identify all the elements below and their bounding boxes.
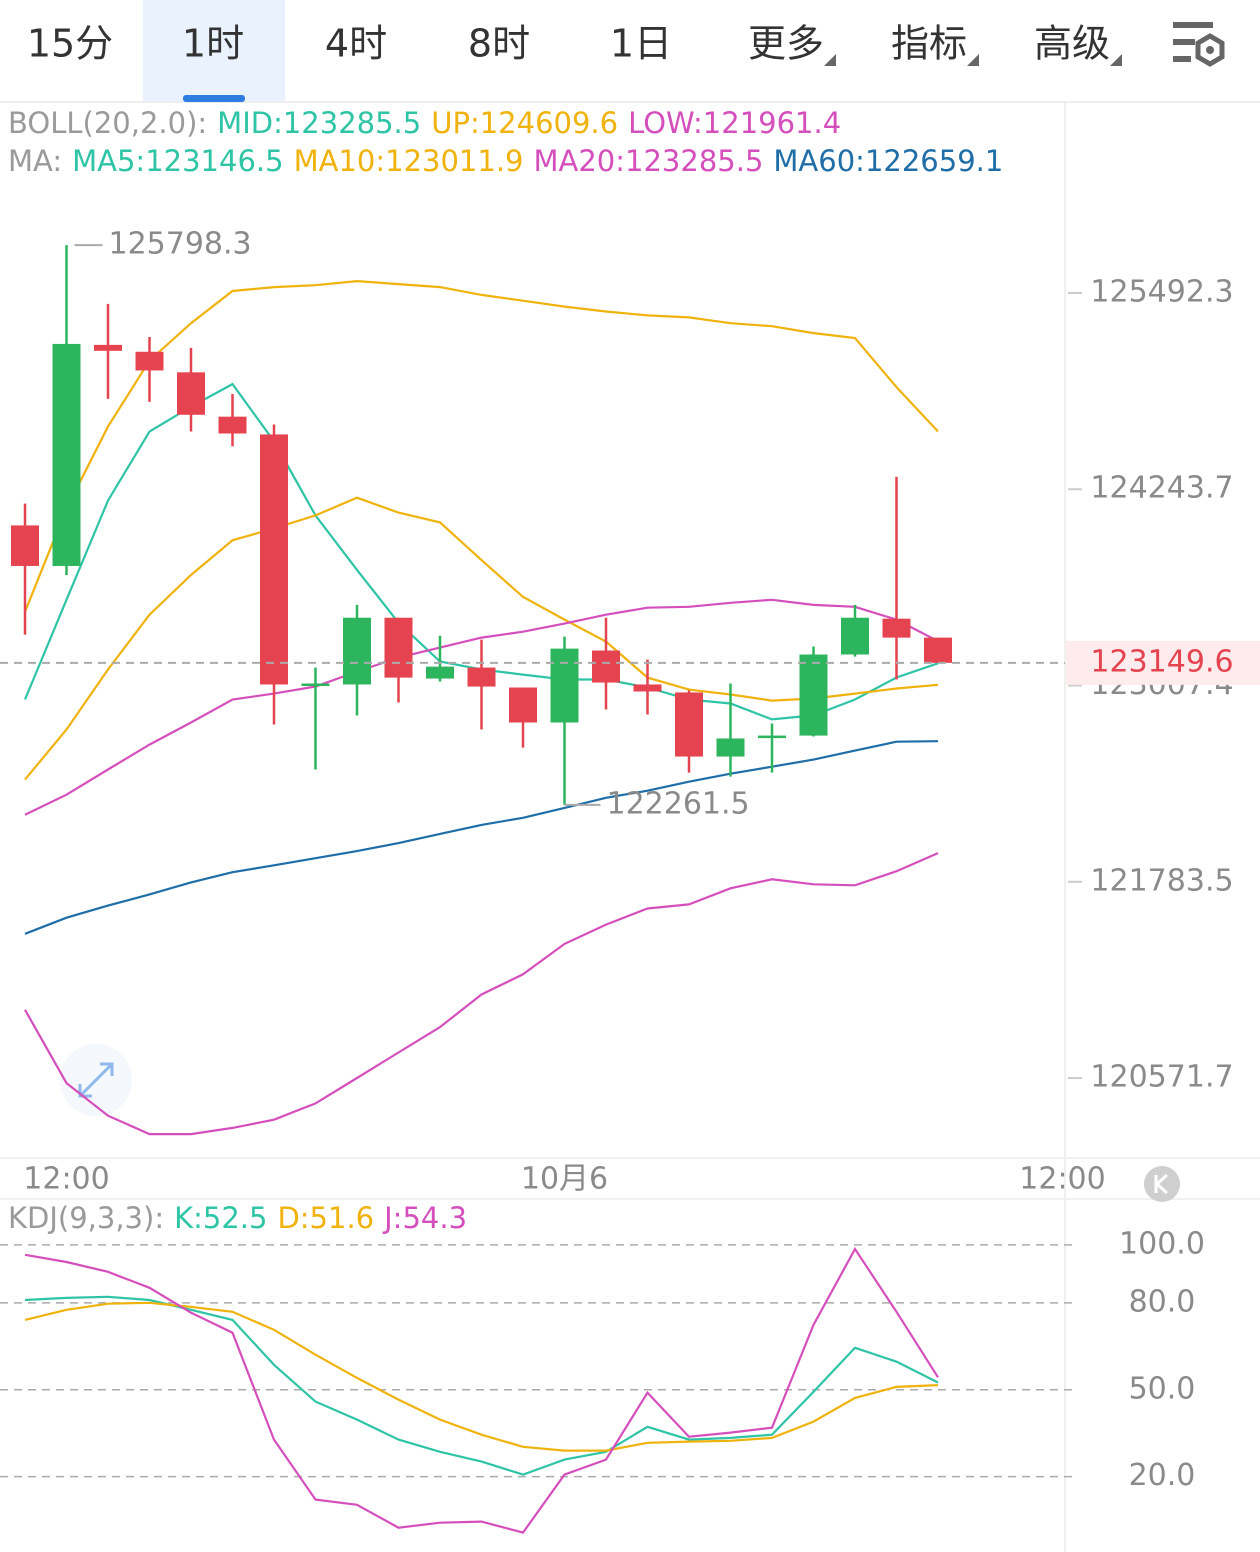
candle-body bbox=[924, 637, 952, 663]
indicator-line bbox=[24, 852, 939, 1136]
legend-entry: MA20:123285.5 bbox=[534, 144, 764, 178]
indicator-line bbox=[24, 496, 939, 781]
candle-body bbox=[716, 738, 745, 757]
icon-bar bbox=[1173, 22, 1213, 28]
legend: MA: MA5:123146.5 MA10:123011.9 MA20:123285.… bbox=[8, 144, 1003, 178]
menu[interactable]: 高级 bbox=[1034, 22, 1110, 66]
y-tick-label: 50.0 bbox=[1129, 1371, 1196, 1406]
y-tick-label: 121783.5 bbox=[1090, 863, 1233, 898]
active-tab-bg bbox=[143, 0, 285, 101]
y-tick-label: 125492.3 bbox=[1090, 274, 1233, 309]
legend-entry: MA60:122659.1 bbox=[773, 144, 1003, 178]
legend-entry: UP:124609.6 bbox=[431, 106, 618, 140]
icon-gear bbox=[1195, 33, 1225, 67]
indicator-line bbox=[24, 740, 939, 935]
legend-title: KDJ(9,3,3): bbox=[8, 1201, 164, 1235]
kdj-line bbox=[24, 1246, 939, 1534]
y-tick-label: 100.0 bbox=[1119, 1226, 1205, 1261]
tab[interactable]: 15分 bbox=[27, 22, 113, 66]
menu[interactable]: 更多 bbox=[748, 22, 824, 66]
icon-bar bbox=[1173, 56, 1191, 62]
menu[interactable]: 指标 bbox=[891, 22, 967, 66]
candle-body bbox=[301, 683, 330, 687]
tab[interactable]: 1时 bbox=[182, 22, 244, 66]
candle-body bbox=[675, 692, 703, 757]
y-tick-label: 124243.7 bbox=[1090, 471, 1233, 506]
settings-icon[interactable] bbox=[1173, 22, 1225, 67]
indicator-line bbox=[23, 279, 939, 613]
legend-entry: MA: bbox=[8, 144, 62, 178]
candle-body bbox=[633, 684, 662, 692]
icon-bar bbox=[1173, 39, 1195, 45]
last-price-label: 123149.6 bbox=[1090, 644, 1233, 679]
legend-entry: MID:123285.5 bbox=[217, 106, 421, 140]
min-label: 122261.5 bbox=[607, 786, 750, 821]
expand-icon bbox=[78, 1062, 114, 1098]
k-icon bbox=[1154, 1173, 1169, 1195]
candle-body bbox=[135, 351, 164, 371]
candle-body bbox=[11, 525, 39, 566]
legend-entry: LOW:121961.4 bbox=[628, 106, 841, 140]
candle-body bbox=[343, 617, 371, 685]
x-tick-label: 12:00 bbox=[23, 1162, 109, 1197]
candle-body bbox=[177, 372, 205, 415]
k-button[interactable] bbox=[1144, 1166, 1180, 1202]
y-tick-label: 120571.7 bbox=[1090, 1060, 1233, 1095]
candle-body bbox=[384, 617, 413, 678]
candle-body bbox=[592, 650, 620, 683]
legend-entry: J:54.3 bbox=[382, 1201, 467, 1235]
candle-body bbox=[218, 416, 247, 434]
candle-body bbox=[260, 434, 288, 685]
candle-body bbox=[799, 654, 828, 736]
menu-caret bbox=[824, 54, 836, 66]
legend-entry: MA5:123146.5 bbox=[72, 144, 283, 178]
legend-entry: D:51.6 bbox=[277, 1201, 374, 1235]
y-tick-label: 80.0 bbox=[1129, 1284, 1196, 1319]
tab[interactable]: 1日 bbox=[610, 22, 672, 66]
tab[interactable]: 4时 bbox=[325, 22, 387, 66]
legend: KDJ(9,3,3): K:52.5 D:51.6 J:54.3 bbox=[8, 1201, 467, 1235]
candle-body bbox=[426, 666, 454, 679]
max-label: 125798.3 bbox=[109, 227, 252, 262]
last-price-tag bbox=[1066, 640, 1260, 685]
candle-body bbox=[94, 344, 122, 351]
legend-entry: K:52.5 bbox=[174, 1201, 267, 1235]
icon-dot bbox=[1206, 46, 1214, 54]
candle-body bbox=[509, 687, 537, 723]
candle-body bbox=[550, 648, 579, 723]
tab[interactable]: 8时 bbox=[468, 22, 530, 66]
menu-caret bbox=[1110, 54, 1122, 66]
x-tick-label: 10月6 bbox=[521, 1162, 608, 1197]
legend-entry: MA10:123011.9 bbox=[294, 144, 524, 178]
k-bg bbox=[1144, 1166, 1180, 1202]
candle-body bbox=[882, 618, 911, 638]
candle-body bbox=[758, 735, 786, 739]
menu-caret bbox=[967, 54, 979, 66]
x-tick-label: 12:00 bbox=[1019, 1162, 1105, 1197]
legend-entry: BOLL(20,2.0): bbox=[8, 106, 207, 140]
candle-body bbox=[467, 667, 496, 687]
legend: BOLL(20,2.0): MID:123285.5 UP:124609.6 LOW:… bbox=[8, 106, 841, 140]
indicator-line bbox=[24, 598, 939, 816]
expand-button[interactable] bbox=[60, 1044, 132, 1116]
candle-body bbox=[52, 343, 81, 566]
candle-body bbox=[841, 617, 869, 655]
y-tick-label: 20.0 bbox=[1129, 1458, 1196, 1493]
active-tab-indicator bbox=[183, 95, 245, 102]
